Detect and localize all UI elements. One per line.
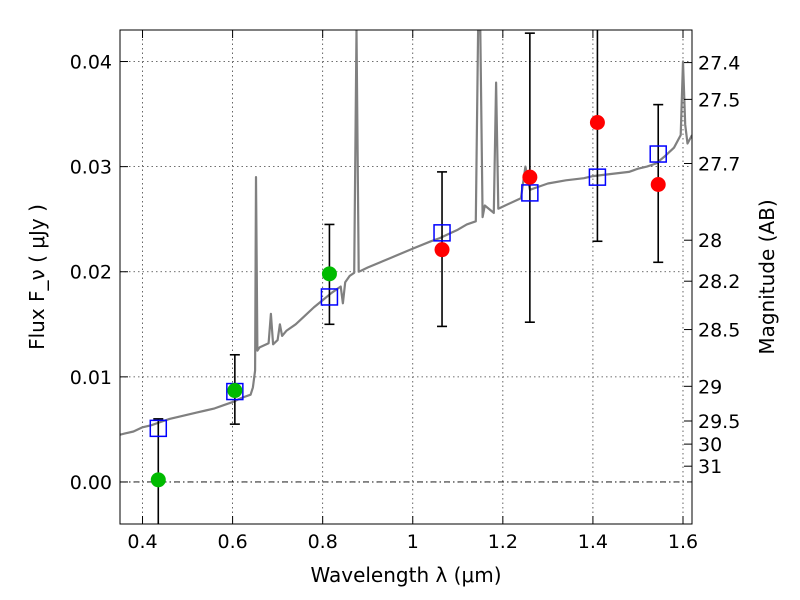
y-axis-right-label: Magnitude (AB) xyxy=(755,199,779,354)
mag-tick-label: 28 xyxy=(698,230,722,252)
observed-point xyxy=(589,114,605,130)
mag-tick-label: 28.2 xyxy=(698,271,740,293)
observed-point xyxy=(434,242,450,258)
mag-tick-label: 29.5 xyxy=(698,411,740,433)
model-square-point xyxy=(649,145,667,163)
mag-tick-label: 27.5 xyxy=(698,89,740,111)
observed-point xyxy=(227,383,243,399)
mag-tick-label: 31 xyxy=(698,456,722,478)
grid-lines xyxy=(120,30,692,524)
y-tick-label: 0.01 xyxy=(70,367,112,389)
x-tick-label: 0.6 xyxy=(217,531,247,553)
model-square-point xyxy=(588,168,607,186)
mag-tick-label: 27.7 xyxy=(698,153,740,175)
observed-point xyxy=(321,266,337,282)
x-tick-label: 0.8 xyxy=(308,531,338,553)
mag-tick-label: 27.4 xyxy=(698,53,740,75)
spectrum-line xyxy=(120,30,692,436)
x-tick-label: 1.4 xyxy=(578,531,608,553)
y-tick-label: 0.00 xyxy=(70,472,112,494)
y-tick-label: 0.02 xyxy=(70,262,112,284)
x-tick-label: 1 xyxy=(407,531,419,553)
model-square-point xyxy=(521,184,539,202)
x-tick-label: 0.4 xyxy=(127,531,157,553)
observed-point xyxy=(150,472,166,488)
observed-point xyxy=(522,169,538,185)
y-tick-label: 0.03 xyxy=(70,157,112,179)
x-axis-label: Wavelength λ (μm) xyxy=(310,563,501,587)
model-square-point xyxy=(149,419,168,438)
y-tick-label: 0.04 xyxy=(70,52,112,74)
plot-frame xyxy=(119,29,693,525)
mag-tick-label: 28.5 xyxy=(698,320,740,342)
y-axis-label: Flux F_ν ( μJy ) xyxy=(25,204,49,350)
observed-point xyxy=(650,177,666,193)
x-tick-label: 1.6 xyxy=(668,531,698,553)
model-square-point xyxy=(320,288,339,306)
axis-ticks: 0.4 0.6 0.8 1 1.2 1.4 1.6 0.00 0.01 0.02 0.03 0.04 2… xyxy=(70,30,740,553)
mag-tick-label: 30 xyxy=(698,434,722,456)
mag-tick-label: 29 xyxy=(698,376,722,398)
x-tick-label: 1.2 xyxy=(488,531,518,553)
plot-area xyxy=(120,30,692,524)
model-square-point xyxy=(433,224,451,242)
